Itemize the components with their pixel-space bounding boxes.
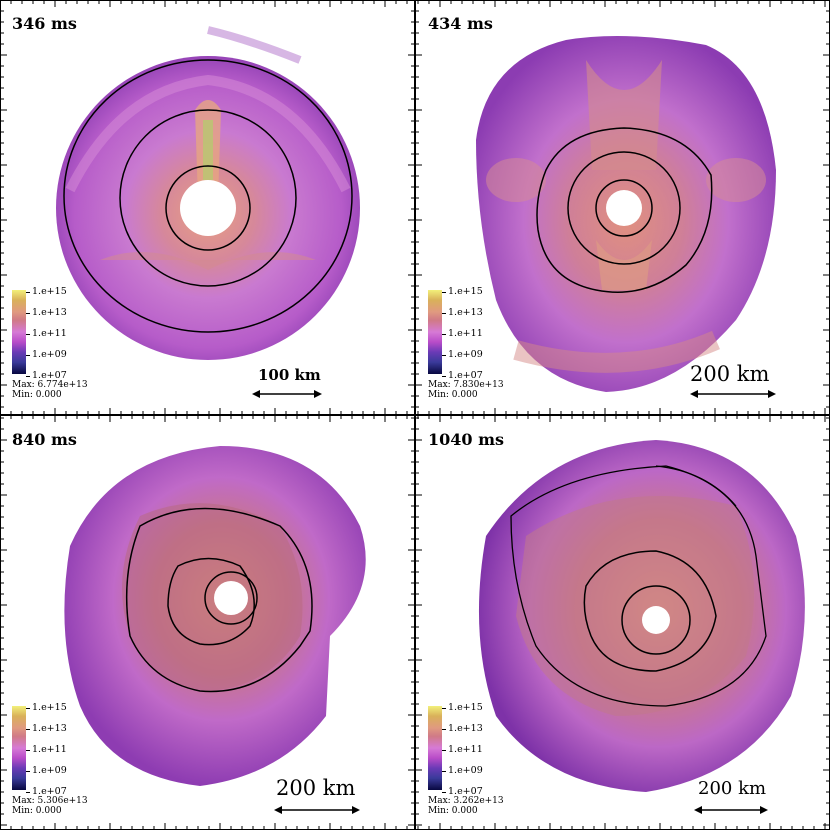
colorbar-tick: 1.e+15: [26, 286, 67, 297]
scale-label: 100 km: [258, 366, 321, 384]
colorbar-tick: 1.e+13: [26, 307, 67, 318]
time-label: 1040 ms: [428, 430, 505, 449]
colorbar: [12, 706, 26, 790]
scale-arrow-icon: [274, 806, 360, 814]
colorbar: [428, 706, 442, 790]
scale-arrow-icon: [690, 390, 776, 398]
time-label: 434 ms: [428, 14, 493, 33]
time-label: 840 ms: [12, 430, 77, 449]
scale-label: 200 km: [690, 362, 770, 386]
colorbar-tick: 1.e+13: [442, 723, 483, 734]
time-label: 346 ms: [12, 14, 77, 33]
colorbar-tick: 1.e+15: [442, 286, 483, 297]
min-value: Min: 0.000: [428, 390, 478, 400]
colorbar-tick: 1.e+13: [26, 723, 67, 734]
colorbar-tick: 1.e+11: [442, 328, 483, 339]
scale-arrow-icon: [694, 806, 768, 814]
min-value: Min: 0.000: [428, 806, 478, 816]
colorbar: [428, 290, 442, 374]
colorbar-tick: 1.e+09: [26, 765, 67, 776]
scale-label: 200 km: [698, 778, 767, 799]
min-value: Min: 0.000: [12, 806, 62, 816]
panel-434ms: 434 ms 1.e+15 1.e+13 1.e+11 1.e+09 1.e+0…: [416, 0, 830, 414]
panel-1040ms: 1040 ms 1.e+15 1.e+13 1.e+11 1.e+09 1.e+…: [416, 416, 830, 830]
colorbar-tick: 1.e+09: [442, 349, 483, 360]
min-value: Min: 0.000: [12, 390, 62, 400]
max-min-readout: Max: 6.774e+13 Min: 0.000: [12, 380, 88, 400]
scale-label: 200 km: [276, 776, 356, 800]
colorbar-tick: 1.e+11: [26, 328, 67, 339]
colorbar-tick: 1.e+13: [442, 307, 483, 318]
max-min-readout: Max: 5.306e+13 Min: 0.000: [12, 796, 88, 816]
panel-346ms: 346 ms 1.e+15 1.e+13 1.e+11 1.e+09 1.e+0…: [0, 0, 414, 414]
panel-840ms: 840 ms 1.e+15 1.e+13 1.e+11 1.e+09 1.e+0…: [0, 416, 414, 830]
max-min-readout: Max: 7.830e+13 Min: 0.000: [428, 380, 504, 400]
max-value: Max: 7.830e+13: [428, 380, 504, 390]
max-value: Max: 5.306e+13: [12, 796, 88, 806]
colorbar-tick: 1.e+09: [442, 765, 483, 776]
colorbar-tick: 1.e+15: [26, 702, 67, 713]
colorbar-tick: 1.e+09: [26, 349, 67, 360]
colorbar-tick: 1.e+11: [26, 744, 67, 755]
max-min-readout: Max: 3.262e+13 Min: 0.000: [428, 796, 504, 816]
scale-arrow-icon: [252, 390, 322, 398]
max-value: Max: 6.774e+13: [12, 380, 88, 390]
colorbar-tick: 1.e+11: [442, 744, 483, 755]
colorbar: [12, 290, 26, 374]
max-value: Max: 3.262e+13: [428, 796, 504, 806]
colorbar-tick: 1.e+15: [442, 702, 483, 713]
